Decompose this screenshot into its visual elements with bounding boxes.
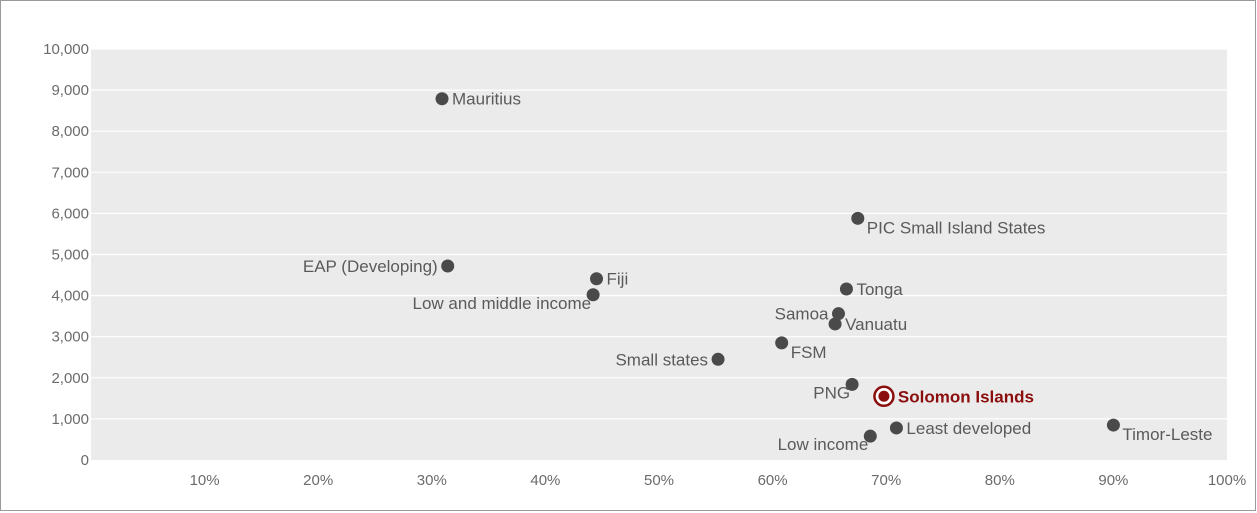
data-point xyxy=(851,211,865,225)
y-tick-label: 4,000 xyxy=(51,288,89,305)
y-tick-label: 2,000 xyxy=(51,370,89,387)
data-point xyxy=(775,336,789,350)
data-point xyxy=(586,288,600,302)
data-label: Low income xyxy=(778,435,869,454)
data-label: Timor-Leste xyxy=(1122,425,1212,444)
data-point xyxy=(889,421,903,435)
x-tick-label: 10% xyxy=(190,472,220,489)
data-label: FSM xyxy=(791,343,827,362)
x-axis: 10% 20% 30% 40% 50% 60% 70% 80% 90% 100% xyxy=(190,472,1247,489)
y-tick-label: 3,000 xyxy=(51,329,89,346)
x-tick-label: 50% xyxy=(644,472,674,489)
data-point xyxy=(1106,418,1120,432)
data-label: Fiji xyxy=(607,270,629,289)
x-tick-label: 100% xyxy=(1208,472,1246,489)
x-tick-label: 40% xyxy=(530,472,560,489)
data-label: Low and middle income xyxy=(413,294,592,313)
x-tick-label: 60% xyxy=(758,472,788,489)
data-label: Least developed xyxy=(906,419,1031,438)
y-tick-label: 8,000 xyxy=(51,123,89,140)
data-point xyxy=(831,307,845,321)
x-tick-label: 30% xyxy=(417,472,447,489)
data-label: PNG xyxy=(813,383,850,402)
data-label: Samoa xyxy=(775,305,829,324)
data-point xyxy=(435,92,449,106)
data-point xyxy=(590,272,604,286)
y-tick-label: 5,000 xyxy=(51,247,89,264)
data-label: Solomon Islands xyxy=(898,387,1034,406)
y-tick-label: 7,000 xyxy=(51,164,89,181)
data-label: Small states xyxy=(615,350,708,369)
data-point xyxy=(839,282,853,296)
x-tick-label: 80% xyxy=(985,472,1015,489)
data-label: Tonga xyxy=(856,280,903,299)
x-tick-label: 90% xyxy=(1098,472,1128,489)
data-point xyxy=(828,317,842,331)
data-label: EAP (Developing) xyxy=(303,257,438,276)
y-axis: 0 1,000 2,000 3,000 4,000 5,000 6,000 7,000 8,00… xyxy=(43,41,89,469)
data-point xyxy=(845,377,859,391)
data-point xyxy=(711,352,725,366)
data-label: Vanuatu xyxy=(845,315,907,334)
data-label: PIC Small Island States xyxy=(867,218,1046,237)
y-tick-label: 0 xyxy=(81,452,89,469)
y-tick-label: 1,000 xyxy=(51,411,89,428)
x-tick-label: 20% xyxy=(303,472,333,489)
data-points: Mauritius PIC Small Island States EAP (Dev… xyxy=(303,90,1213,454)
grid-lines xyxy=(91,48,1227,420)
y-tick-label: 9,000 xyxy=(51,82,89,99)
data-point xyxy=(878,390,890,402)
x-tick-label: 70% xyxy=(871,472,901,489)
y-tick-label: 6,000 xyxy=(51,205,89,222)
data-label: Mauritius xyxy=(452,90,521,109)
data-point xyxy=(863,429,877,443)
y-tick-label: 10,000 xyxy=(43,41,89,58)
data-point xyxy=(441,259,455,273)
